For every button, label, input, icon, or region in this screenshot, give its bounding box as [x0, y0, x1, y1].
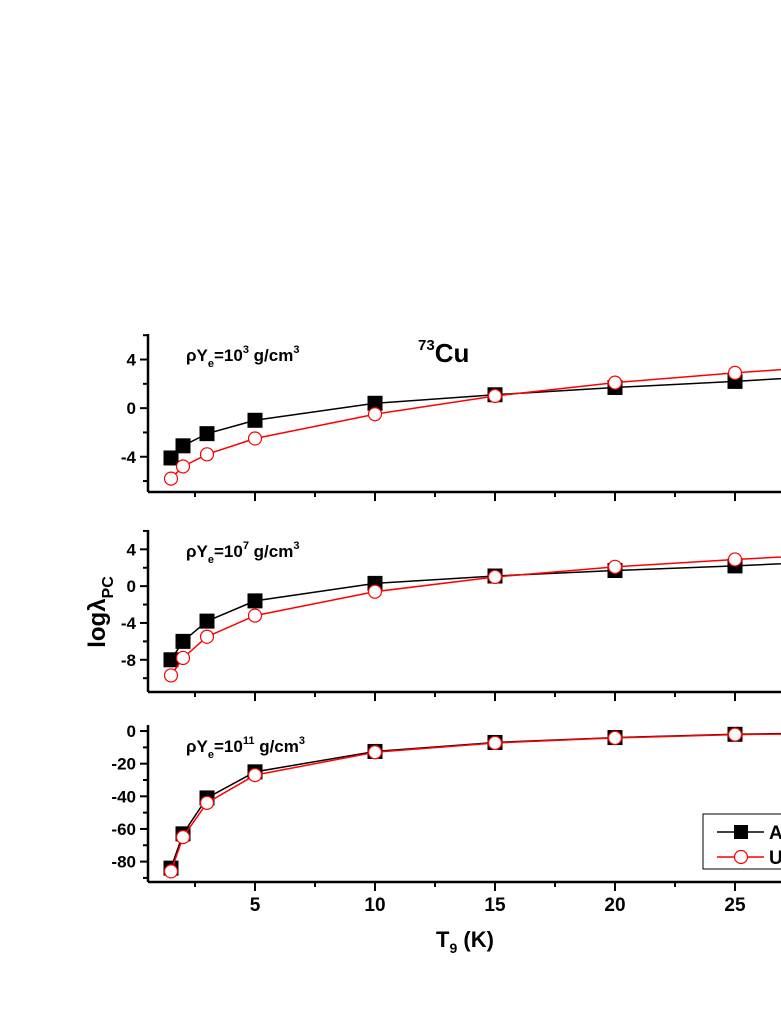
data-point-square [199, 613, 215, 629]
x-tick-label: 15 [484, 895, 506, 916]
y-tick-label: -4 [121, 614, 137, 633]
panel-2: -8 -4 0 4 ρYe=107 g/cm3 [121, 529, 781, 701]
data-point-circle [163, 668, 179, 683]
data-point-circle [607, 375, 623, 390]
chart-title: 73Cu [418, 337, 469, 368]
x-axis-label: T9 (K) [436, 927, 494, 956]
series-u [163, 552, 781, 683]
data-point-circle [175, 830, 191, 845]
legend: A U [702, 813, 781, 870]
density-label: ρYe=1011 g/cm3 [186, 735, 305, 761]
x-tick-label: 10 [364, 895, 385, 916]
data-point-circle [487, 569, 503, 585]
y-tick-label: -20 [111, 755, 136, 774]
data-point-square [175, 438, 191, 454]
data-point-circle [487, 735, 503, 751]
x-tick-label: 25 [724, 895, 746, 916]
data-point-circle [163, 471, 179, 486]
y-tick-label: 0 [127, 399, 136, 418]
y-tick-label: -4 [121, 448, 137, 467]
panel-1: -4 0 4 ρYe=103 g/cm3 [121, 334, 781, 501]
panel-3: -80-60-40-20051015202530ρYe=1011 g/cm3 [111, 722, 781, 916]
legend-label-u: U [769, 848, 781, 869]
data-point-circle [247, 768, 263, 783]
data-point-circle [727, 365, 743, 380]
series-line [170, 563, 781, 661]
series-a [163, 373, 781, 466]
data-point-circle [199, 447, 215, 462]
data-point-square [163, 450, 179, 466]
y-tick-label: -40 [111, 787, 136, 806]
data-point-circle [163, 864, 179, 879]
data-point-square [175, 633, 191, 649]
data-point-square [247, 412, 263, 428]
y-tick-label: 0 [127, 722, 136, 741]
density-label: ρYe=107 g/cm3 [186, 540, 299, 566]
data-point-circle [247, 431, 263, 446]
data-point-square [247, 593, 263, 609]
y-tick-label: -60 [111, 820, 136, 839]
data-point-square [199, 426, 215, 442]
data-point-circle [607, 730, 623, 745]
data-point-square [367, 395, 383, 411]
data-point-circle [607, 559, 623, 574]
data-point-circle [175, 459, 191, 474]
data-point-circle [175, 650, 191, 666]
y-tick-label: 4 [127, 351, 137, 370]
y-tick-label: 0 [127, 577, 136, 596]
title-mass-number: 73 [418, 337, 435, 354]
legend-marker-u [733, 849, 749, 865]
series-u [163, 727, 781, 879]
data-point-circle [367, 407, 383, 422]
data-point-circle [367, 745, 383, 760]
data-point-circle [727, 727, 743, 742]
x-tick-label: 5 [250, 895, 261, 916]
data-point-circle [199, 629, 215, 644]
data-point-circle [727, 552, 743, 567]
x-tick-label: 20 [604, 895, 625, 916]
data-point-circle [487, 388, 503, 404]
density-label: ρYe=103 g/cm3 [186, 344, 299, 370]
title-element: Cu [435, 338, 470, 368]
series-line [170, 556, 781, 676]
data-point-circle [367, 584, 383, 599]
series-u [163, 365, 781, 486]
data-point-circle [247, 608, 263, 623]
y-tick-label: -8 [121, 651, 136, 670]
data-point-circle [199, 795, 215, 810]
y-axis-label: logλPC [84, 576, 117, 648]
legend-marker-a [734, 825, 748, 839]
y-tick-label: 4 [127, 540, 137, 559]
legend-label-a: A [769, 823, 781, 844]
data-point-square [163, 652, 179, 668]
y-tick-label: -80 [111, 853, 136, 872]
